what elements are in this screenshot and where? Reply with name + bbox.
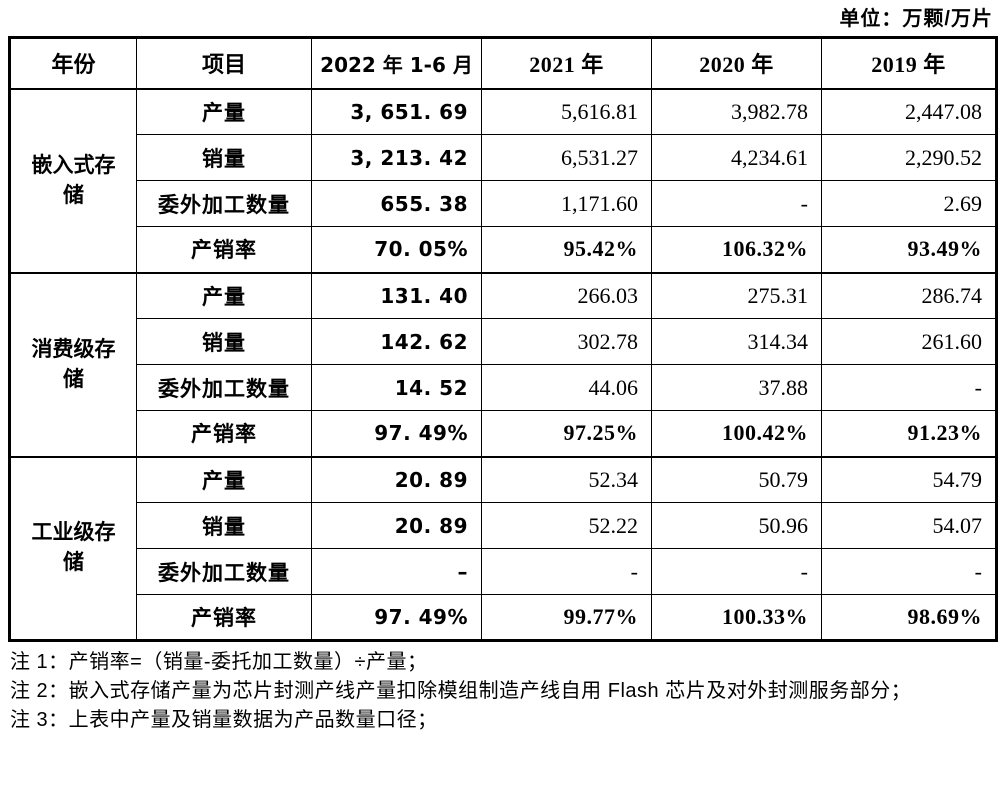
value-cell: 70. 05% [311, 226, 482, 273]
table-row: 销量 142. 62 302.78 314.34 261.60 [10, 318, 997, 365]
header-row: 年份 项目 2022 年 1-6 月 2021 年 2020 年 2019 年 [9, 37, 997, 90]
value-cell: - [651, 180, 822, 227]
value-cell: 286.74 [821, 271, 997, 319]
value-cell: 3, 651. 69 [311, 88, 482, 135]
group-cell: 嵌入式存储 [9, 88, 137, 273]
value-cell: 275.31 [651, 271, 822, 319]
value-cell: 52.22 [481, 502, 652, 549]
value-cell: 6,531.27 [481, 134, 652, 181]
value-cell: 261.60 [821, 318, 997, 365]
table-row: 嵌入式存储 产量 3, 651. 69 5,616.81 3,982.78 2,447.0… [9, 88, 997, 273]
value-cell: 50.96 [651, 502, 822, 549]
value-cell: 54.07 [821, 502, 997, 549]
value-cell: 2,290.52 [821, 134, 997, 181]
value-cell: 302.78 [481, 318, 652, 365]
value-cell: 95.42% [481, 226, 652, 273]
value-cell: 314.34 [651, 318, 822, 365]
row-label-cell: 委外加工数量 [136, 180, 312, 227]
value-cell: 100.42% [651, 410, 822, 457]
value-cell: 106.32% [651, 226, 822, 273]
header-2020: 2020 年 [651, 37, 822, 90]
value-cell: 97. 49% [311, 410, 482, 457]
value-cell: 4,234.61 [651, 134, 822, 181]
note-2: 注 2：嵌入式存储产量为芯片封测产线产量扣除模组制造产线自用 Flash 芯片及… [10, 680, 912, 702]
value-cell: 44.06 [481, 364, 652, 411]
value-cell: - [651, 548, 822, 595]
table-row: 工业级存储 产量 20. 89 52.34 50.79 54.79 [9, 455, 997, 641]
value-cell: 20. 89 [311, 455, 482, 503]
row-label-cell: 产销率 [136, 226, 312, 273]
header-item: 项目 [136, 37, 312, 90]
value-cell: 91.23% [821, 410, 997, 457]
note-1: 注 1：产销率=（销量-委托加工数量）÷产量； [10, 651, 428, 673]
table-row: 委外加工数量 14. 52 44.06 37.88- [10, 364, 997, 411]
row-label-cell: 销量 [136, 134, 312, 181]
table-body: 嵌入式存储 产量 3, 651. 69 5,616.81 3,982.78 2,447.0… [9, 88, 997, 641]
value-cell: 655. 38 [311, 180, 482, 227]
footnotes: 注 1：产销率=（销量-委托加工数量）÷产量； 注 2：嵌入式存储产量为芯片封测… [8, 642, 998, 735]
value-cell: 98.69% [821, 594, 997, 641]
value-cell: 1,171.60 [481, 180, 652, 227]
header-2022: 2022 年 1-6 月 [311, 37, 482, 90]
unit-label: 单位：万颗/万片 [839, 8, 993, 30]
value-cell: 131. 40 [311, 271, 482, 319]
value-cell: 50.79 [651, 455, 822, 503]
value-cell: 99.77% [481, 594, 652, 641]
value-cell: 100.33% [651, 594, 822, 641]
row-label-cell: 产销率 [136, 594, 312, 641]
row-label-cell: 产量 [136, 271, 312, 319]
value-cell: 97.25% [481, 410, 652, 457]
table-row: 委外加工数量 655. 38 1,171.60-2.69 [10, 180, 997, 227]
value-cell: – [311, 548, 482, 595]
row-label-cell: 产销率 [136, 410, 312, 457]
value-cell: - [821, 364, 997, 411]
note-3: 注 3：上表中产量及销量数据为产品数量口径； [10, 709, 438, 731]
value-cell: - [481, 548, 652, 595]
value-cell: 266.03 [481, 271, 652, 319]
row-label-cell: 委外加工数量 [136, 364, 312, 411]
value-cell: 20. 89 [311, 502, 482, 549]
table-row: 产销率 70. 05% 95.42% 106.32% 93.49% [10, 226, 997, 273]
row-label-cell: 销量 [136, 502, 312, 549]
value-cell: 2,447.08 [821, 88, 997, 135]
group-cell: 消费级存储 [9, 271, 137, 457]
table-row: 产销率 97. 49% 97.25% 100.42% 91.23% [10, 410, 997, 457]
table-row: 销量 20. 89 52.22 50.96 54.07 [10, 502, 997, 549]
value-cell: 37.88 [651, 364, 822, 411]
table-row: 委外加工数量 – - - - [10, 548, 997, 595]
value-cell: 97. 49% [311, 594, 482, 641]
row-label-cell: 销量 [136, 318, 312, 365]
row-label-cell: 委外加工数量 [136, 548, 312, 595]
table-row: 产销率 97. 49% 99.77% 100.33% 98.69% [10, 594, 997, 641]
row-label-cell: 产量 [136, 88, 312, 135]
row-label-cell: 产量 [136, 455, 312, 503]
value-cell: 52.34 [481, 455, 652, 503]
group-cell: 工业级存储 [9, 455, 137, 641]
table-row: 销量 3, 213. 42 6,531.27 4,234.61 2,290.52 [10, 134, 997, 181]
value-cell: 54.79 [821, 455, 997, 503]
production-sales-table: 年份 项目 2022 年 1-6 月 2021 年 2020 年 2019 年 … [8, 36, 998, 642]
value-cell: 5,616.81 [481, 88, 652, 135]
table-row: 消费级存储 产量 131. 40 266.03 275.31 286.74 [9, 271, 997, 457]
value-cell: 2.69 [821, 180, 997, 227]
value-cell: 3,982.78 [651, 88, 822, 135]
header-2019: 2019 年 [821, 37, 997, 90]
value-cell: 14. 52 [311, 364, 482, 411]
value-cell: - [821, 548, 997, 595]
value-cell: 3, 213. 42 [311, 134, 482, 181]
value-cell: 142. 62 [311, 318, 482, 365]
header-year: 年份 [9, 37, 137, 90]
header-2021: 2021 年 [481, 37, 652, 90]
value-cell: 93.49% [821, 226, 997, 273]
